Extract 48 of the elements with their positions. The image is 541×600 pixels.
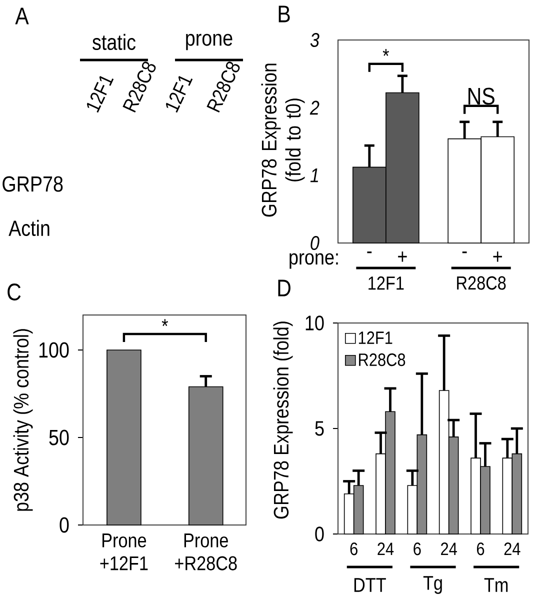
x-tick-label: 24 [441,542,457,556]
legend-label: 12F1 [358,331,392,344]
x-tick-label: Prone +12F1 [100,534,148,570]
y-axis-title: p38 Activity (% control) [13,329,33,511]
annotation: NS [468,88,494,105]
x-tick-label: + [398,252,407,262]
x-tick-label: - [462,252,467,254]
text: R28C8 [457,276,506,290]
x-tick-label: + [493,252,502,262]
chart-title: C [8,284,21,300]
y-tick-label: 100 [39,342,69,358]
chart-title: B [278,6,290,22]
y-tick-label: 0 [315,526,324,542]
text: 12F1 [368,276,404,290]
y-tick-label: 10 [306,316,324,330]
y-tick-label: 1 [310,168,318,182]
x-tick-label: 6 [414,542,421,556]
x-tick-label: 6 [350,542,358,556]
y-tick-label: 0 [60,517,69,533]
y-tick-label: 0 [310,236,320,250]
x-tick-label: Prone +R28C8 [175,534,237,570]
annotation: * [382,48,389,56]
y-axis-title: GRP78 Expression (fold to t0) [261,64,305,217]
text: Actin [8,220,50,236]
legend-label: R28C8 [359,353,406,366]
y-tick-label: 50 [49,430,69,446]
text: DTT [354,578,386,592]
category-label: R28C8 [206,62,240,113]
category-label: R28C8 [122,62,156,113]
chart-title: D [278,280,290,296]
x-tick-label: 24 [378,542,394,556]
text: Tg [423,576,442,594]
category-label: 12F1 [166,76,193,113]
y-tick-label: 5 [315,421,324,436]
text: prone: [290,253,338,269]
text: A [15,8,29,24]
text: GRP78 [2,176,63,192]
x-tick-label: 6 [476,542,484,556]
text: prone [186,34,232,50]
x-tick-label: - [367,252,372,254]
y-tick-label: 2 [310,100,320,115]
category-label: 12F1 [86,76,114,113]
annotation: * [162,319,168,326]
y-tick-label: 3 [310,32,320,48]
text: Tm [484,578,508,592]
x-tick-label: 24 [504,542,520,556]
text: static [92,34,136,50]
y-axis-title: GRP78 Expression (fold) [273,322,293,519]
